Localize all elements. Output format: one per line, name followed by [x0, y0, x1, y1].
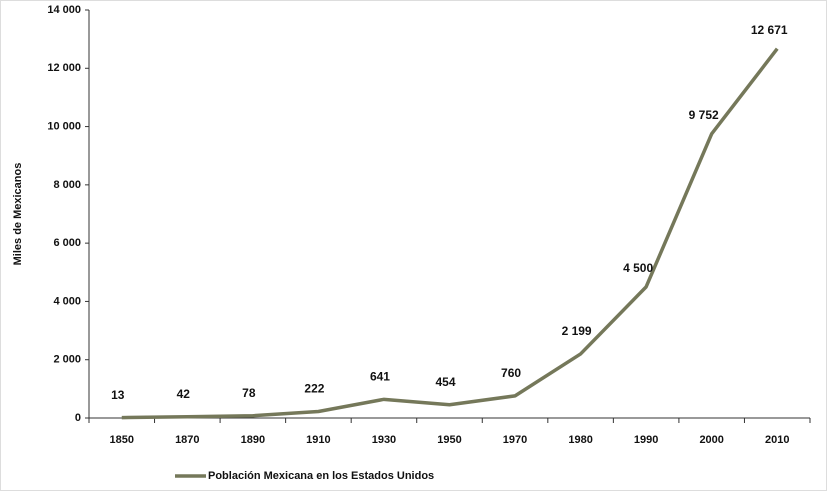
x-tick-label: 1930: [372, 434, 396, 446]
x-tick-label: 1990: [634, 434, 658, 446]
value-label: 9 752: [689, 108, 719, 122]
y-tick-label: 0: [75, 412, 81, 424]
x-tick-label: 1970: [503, 434, 527, 446]
y-tick-label: 6 000: [53, 237, 81, 249]
y-tick-label: 2 000: [53, 354, 81, 366]
x-tick-label: 2000: [699, 434, 723, 446]
value-label: 222: [304, 382, 324, 396]
value-label: 4 500: [623, 261, 653, 275]
y-tick-label: 12 000: [47, 62, 81, 74]
x-tick-label: 2010: [765, 434, 789, 446]
x-tick-label: 1870: [175, 434, 199, 446]
y-tick-label: 10 000: [47, 120, 81, 132]
x-tick-label: 1980: [568, 434, 592, 446]
x-tick-label: 1890: [241, 434, 265, 446]
value-label: 42: [177, 387, 191, 401]
y-tick-label: 14 000: [47, 4, 81, 16]
y-axis-label: Miles de Mexicanos: [12, 163, 24, 266]
value-label: 760: [501, 366, 521, 380]
x-tick-label: 1910: [306, 434, 330, 446]
value-label: 2 199: [562, 324, 592, 338]
y-tick-label: 4 000: [53, 295, 81, 307]
value-label: 13: [111, 388, 125, 402]
x-tick-label: 1950: [437, 434, 461, 446]
x-tick-label: 1850: [110, 434, 134, 446]
data-line: [121, 47, 779, 420]
legend-label: Población Mexicana en los Estados Unidos: [208, 470, 434, 482]
value-label: 641: [370, 369, 390, 383]
value-label: 78: [242, 386, 256, 400]
y-tick-label: 8 000: [53, 179, 81, 191]
value-label: 454: [435, 375, 455, 389]
value-label: 12 671: [751, 23, 788, 37]
